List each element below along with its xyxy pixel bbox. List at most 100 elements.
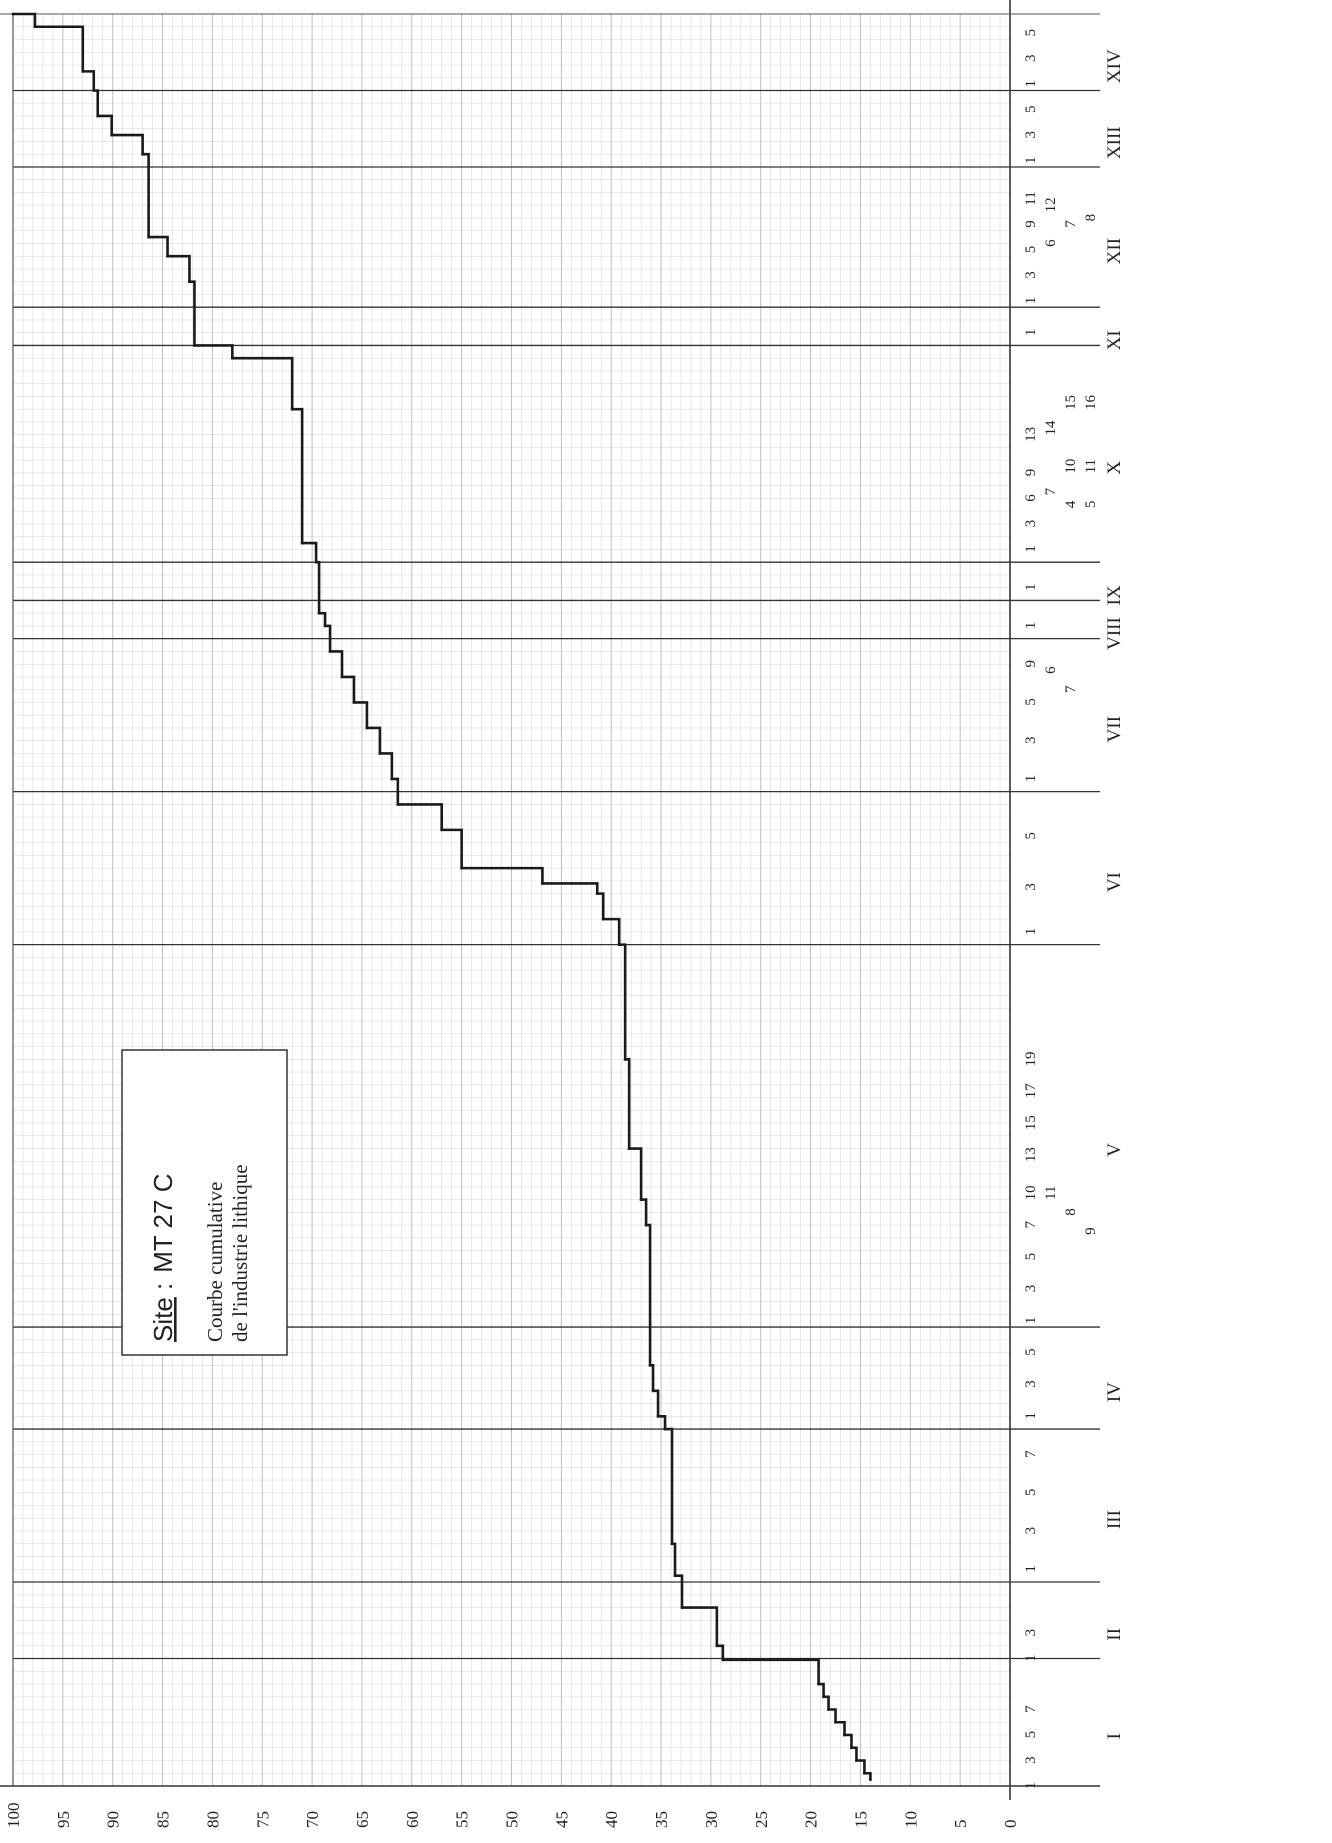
- y-tick-label-group: 100: [4, 1803, 23, 1829]
- sub-tick-label-group: 1: [1023, 545, 1039, 553]
- group-roman-label-group: II: [1104, 1628, 1125, 1641]
- sub-tick-label: 1: [1023, 329, 1039, 337]
- sub-tick-label: 11: [1023, 191, 1039, 205]
- sub-tick-label-group: 15: [1023, 1115, 1039, 1130]
- sub-tick-label: 3: [1023, 54, 1039, 62]
- sub-tick-label: 10: [1023, 1185, 1039, 1200]
- curve-point: [541, 882, 544, 885]
- inset-label: 7: [1063, 220, 1079, 228]
- sub-tick-label-group: 1: [1023, 1654, 1039, 1662]
- group-roman-label-group: XI: [1104, 330, 1125, 350]
- group-roman-label: IV: [1104, 1382, 1125, 1402]
- sub-tick-label-group: 1: [1023, 297, 1039, 305]
- sub-tick-label: 5: [1023, 246, 1039, 254]
- sub-tick-label-group: 5: [1023, 105, 1039, 113]
- sub-tick-label: 5: [1023, 1348, 1039, 1356]
- inset-label-group: 15: [1063, 395, 1079, 410]
- sub-tick-label-group: 3: [1023, 1629, 1039, 1637]
- y-tick-label: 70: [303, 1811, 322, 1828]
- title-box: Site : MT 27 C Courbe cumulative de l'ind…: [121, 1049, 288, 1356]
- inset-label-group: 8: [1083, 214, 1099, 222]
- group-roman-label-group: VI: [1104, 872, 1125, 892]
- inset-label-group: 11: [1083, 459, 1099, 473]
- y-tick-label-group: 60: [403, 1811, 422, 1828]
- y-tick-label-group: 5: [951, 1820, 970, 1829]
- inset-label: 14: [1043, 420, 1059, 436]
- sub-tick-label: 9: [1023, 469, 1039, 477]
- inset-label: 16: [1083, 394, 1099, 410]
- sub-tick-label-group: 3: [1023, 1285, 1039, 1293]
- sub-tick-label: 7: [1023, 1450, 1039, 1458]
- sub-tick-label: 9: [1023, 660, 1039, 668]
- y-tick-label: 90: [104, 1811, 123, 1828]
- sub-tick-label-group: 1: [1023, 1412, 1039, 1420]
- y-tick-label-group: 55: [453, 1811, 472, 1828]
- sub-tick-label-group: 7: [1023, 1705, 1039, 1713]
- sub-tick-label: 1: [1023, 1317, 1039, 1325]
- y-tick-label-group: 85: [154, 1811, 173, 1828]
- sub-tick-label: 5: [1023, 105, 1039, 113]
- inset-label-group: 8: [1063, 1208, 1079, 1216]
- inset-label-group: 14: [1043, 420, 1059, 436]
- y-tick-label: 30: [702, 1811, 721, 1828]
- curve-point: [110, 133, 114, 137]
- sub-tick-label-group: 1: [1023, 622, 1039, 630]
- major-grid: [12, 14, 1011, 1786]
- curve-point: [230, 356, 234, 360]
- sub-tick-label: 1: [1023, 1565, 1039, 1573]
- curve-point: [378, 751, 382, 755]
- sub-tick-label-group: 1: [1023, 1317, 1039, 1325]
- sub-tick-label: 1: [1023, 545, 1039, 553]
- y-tick-label: 40: [602, 1811, 621, 1828]
- sub-tick-label-group: 5: [1023, 29, 1039, 37]
- inset-label: 10: [1063, 459, 1079, 474]
- title-site-sep: :: [148, 1283, 178, 1297]
- y-tick-label-group: 35: [652, 1811, 671, 1828]
- inset-label: 4: [1063, 500, 1079, 508]
- group-roman-label: XI: [1104, 330, 1125, 350]
- sub-tick-label: 1: [1023, 928, 1039, 936]
- curve-point: [300, 541, 304, 545]
- y-tick-label-group: 40: [602, 1811, 621, 1828]
- sub-tick-label: 1: [1023, 775, 1039, 783]
- curve-point: [440, 828, 444, 832]
- sub-tick-label: 3: [1023, 1285, 1039, 1293]
- y-tick-label-group: 15: [851, 1811, 870, 1828]
- inset-label: 7: [1043, 487, 1059, 495]
- curve-point: [141, 152, 145, 156]
- curve-point: [323, 624, 327, 628]
- sub-tick-label-group: 13: [1023, 427, 1039, 442]
- y-tick-label: 85: [154, 1811, 173, 1828]
- curve-point: [601, 917, 605, 921]
- curve-point: [651, 1389, 655, 1393]
- inset-label: 8: [1063, 1208, 1079, 1216]
- inset-label: 6: [1043, 666, 1059, 674]
- curve-point: [314, 560, 318, 564]
- curve-point: [663, 1427, 667, 1431]
- y-tick-label: 10: [901, 1811, 920, 1828]
- y-tick-label: 0: [1001, 1820, 1020, 1829]
- sub-tick-label-group: 3: [1023, 737, 1039, 745]
- group-roman-label-group: X: [1104, 461, 1125, 475]
- inset-label-group: 7: [1063, 220, 1079, 228]
- curve-point: [644, 1223, 648, 1227]
- group-roman-label-group: VII: [1104, 716, 1125, 742]
- sub-tick-label: 1: [1023, 1654, 1039, 1662]
- y-tick-label: 80: [203, 1811, 222, 1828]
- sub-tick-label: 1: [1023, 80, 1039, 88]
- sub-tick-label-group: 3: [1023, 1756, 1039, 1764]
- curve-point: [81, 69, 85, 73]
- group-roman-label-group: V: [1104, 1143, 1125, 1157]
- sub-tick-label-group: 3: [1023, 54, 1039, 62]
- inset-label-group: 6: [1043, 666, 1059, 674]
- curve-point: [396, 802, 400, 806]
- sub-tick-label-group: 1: [1023, 928, 1039, 936]
- sub-tick-label-group: 5: [1023, 1253, 1039, 1261]
- curve-point: [656, 1414, 660, 1418]
- sub-tick-label: 7: [1023, 1220, 1039, 1228]
- inset-label-group: 9: [1083, 1227, 1099, 1235]
- inset-label: 6: [1043, 239, 1059, 247]
- group-roman-label: X: [1104, 461, 1125, 475]
- curve-point: [340, 675, 344, 679]
- curve-point: [11, 12, 15, 16]
